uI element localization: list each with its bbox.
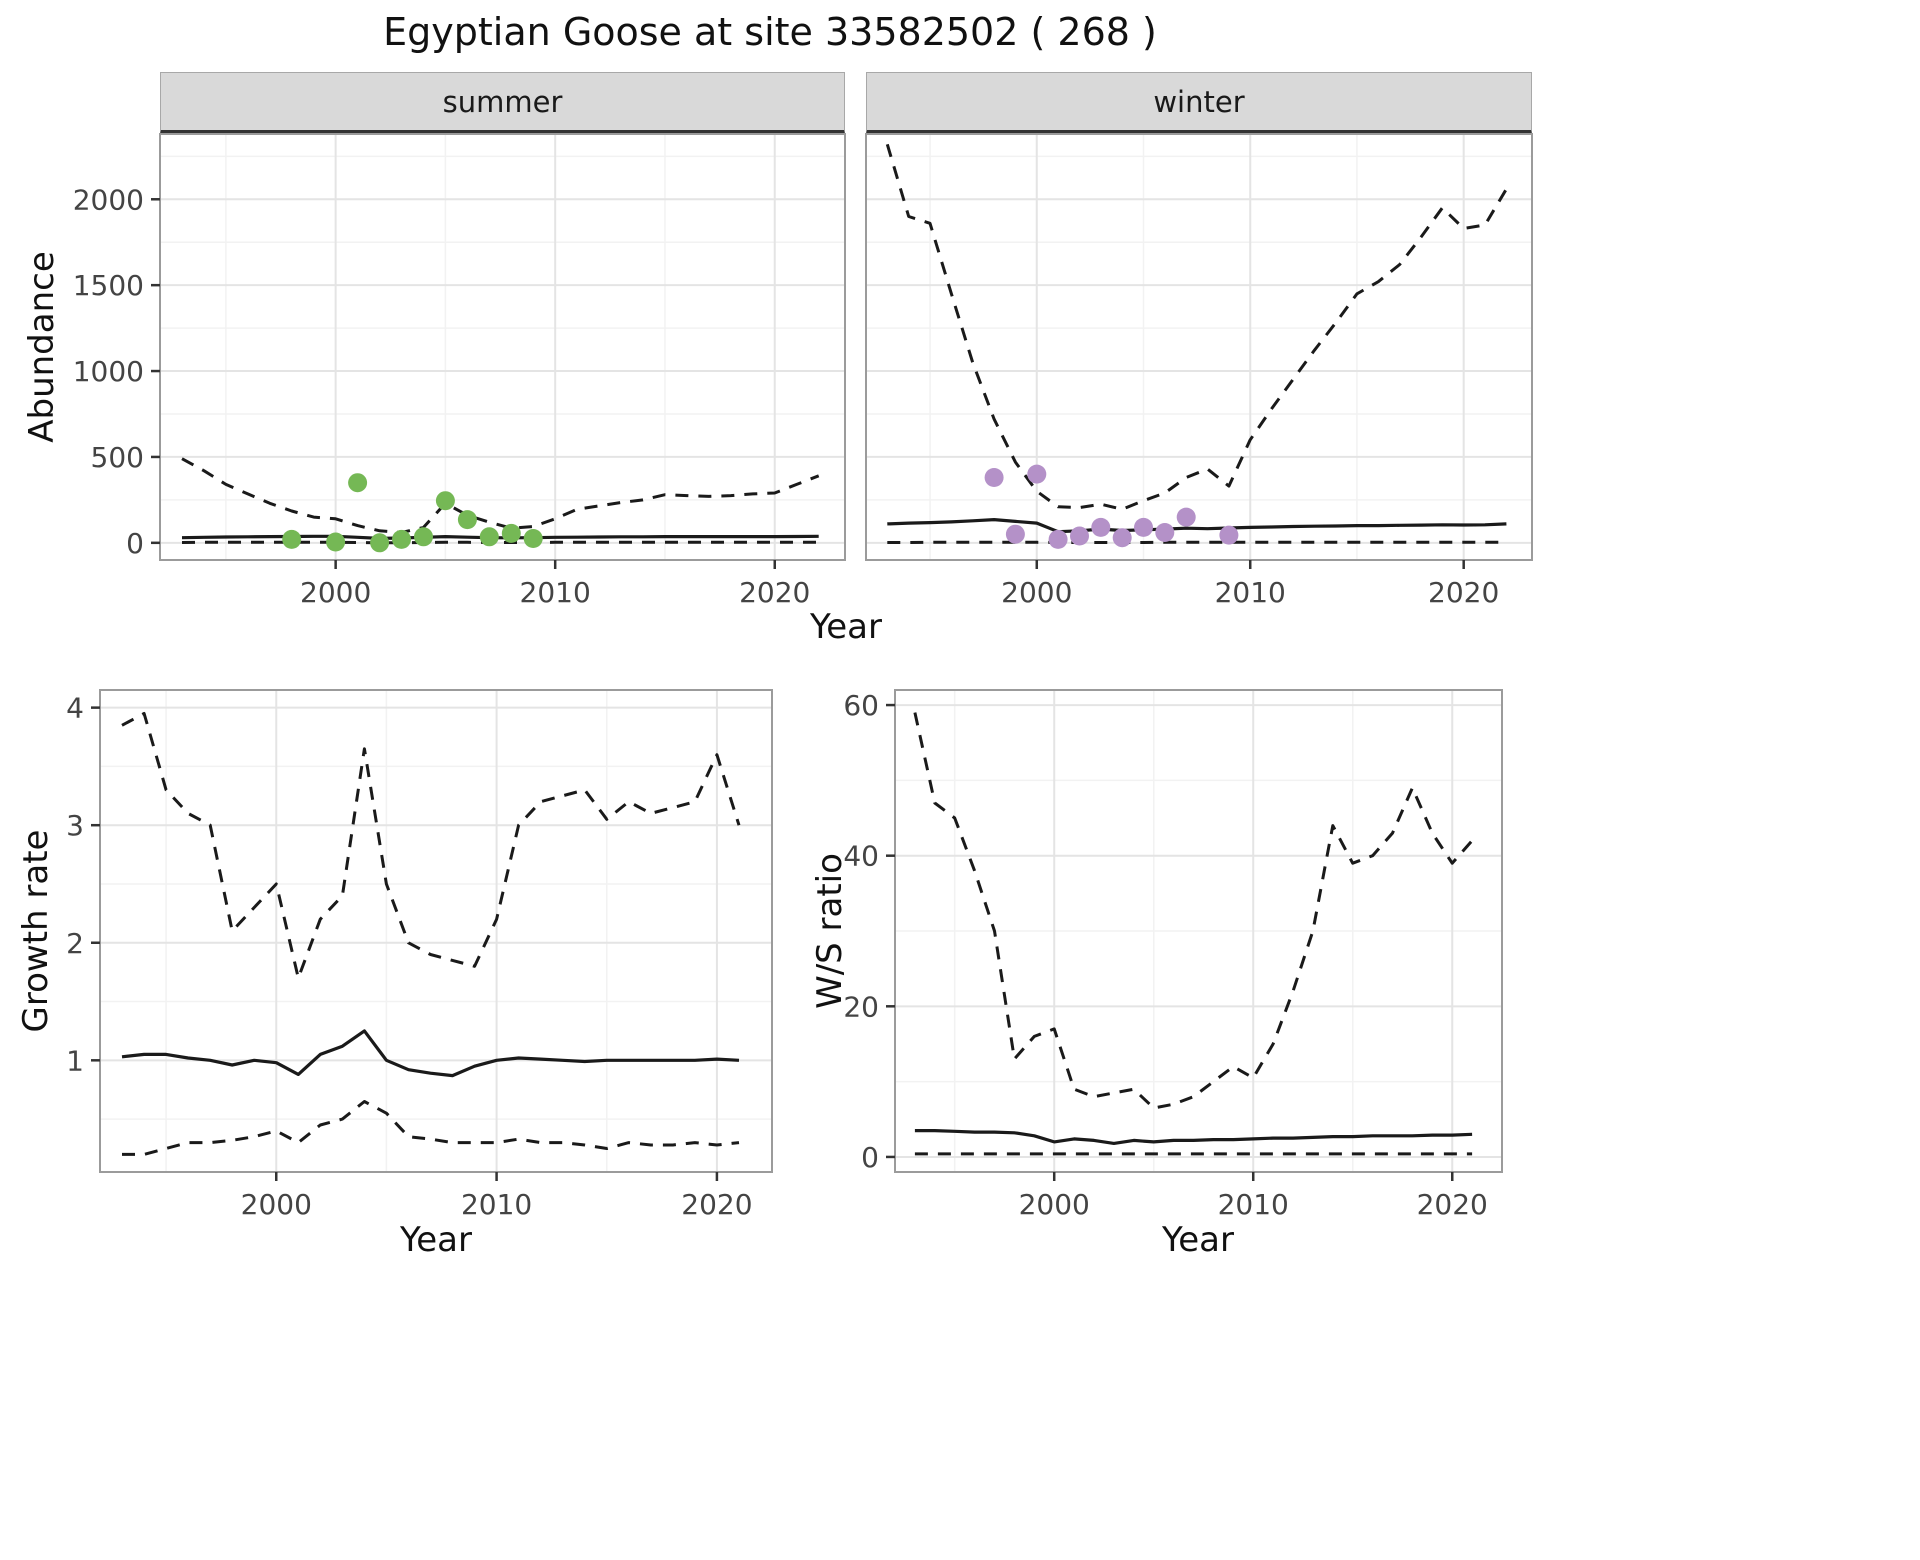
- series-upper_ci: [913, 712, 1474, 1110]
- x-tick-label: 2010: [1215, 576, 1286, 609]
- x-tick-label: 2010: [1218, 1188, 1289, 1221]
- x-tick-label: 2020: [681, 1188, 752, 1221]
- y-tick-label: 0: [861, 1141, 879, 1174]
- panel-background: [100, 690, 772, 1172]
- abundance-panel-winter: 2000 2010 2020: [865, 133, 1533, 609]
- data-point: [479, 527, 499, 547]
- y-tick-label: 3: [66, 809, 84, 842]
- panel-border: [159, 133, 846, 561]
- x-tick-label: 2000: [1019, 1188, 1090, 1221]
- data-point: [984, 468, 1004, 487]
- data-point: [435, 491, 455, 511]
- y-tick-label: 40: [843, 840, 879, 873]
- panel-background: [866, 134, 1532, 560]
- abundance-panel-summer: 2000 2010 2020 0 500 1000 1500 2000: [73, 133, 846, 609]
- y-tick-label: 0: [126, 527, 144, 560]
- series-upper_ci: [885, 143, 1508, 511]
- growth-rate-panel: 2000 2010 2020 1 2 3 4: [66, 689, 773, 1221]
- panel-border: [99, 689, 773, 1173]
- data-point: [1091, 517, 1111, 537]
- facet-label-winter: winter: [1153, 84, 1245, 119]
- data-point: [1155, 523, 1175, 542]
- chart-title: Egyptian Goose at site 33582502 ( 268 ): [383, 10, 1157, 54]
- y-tick-label: 2: [66, 927, 84, 960]
- y-tick-label: 500: [91, 441, 144, 474]
- y-tick-label: 1000: [73, 355, 144, 388]
- facet-strip-summer: summer: [160, 72, 845, 134]
- y-tick-label: 60: [843, 689, 879, 722]
- ws-ratio-panel: 2000 2010 2020 0 20 40 60: [843, 689, 1503, 1221]
- data-point: [1219, 525, 1239, 545]
- facet-label-summer: summer: [442, 84, 563, 119]
- y-tick-label: 4: [66, 692, 84, 725]
- x-tick-label: 2010: [520, 576, 591, 609]
- y-tick-label: 1: [66, 1044, 84, 1077]
- panel-background: [160, 134, 845, 560]
- series-upper_ci: [181, 457, 820, 534]
- data-point: [1134, 517, 1153, 537]
- data-point: [1005, 524, 1025, 544]
- data-point: [392, 529, 411, 549]
- data-point: [348, 473, 368, 493]
- x-tick-label: 2000: [300, 576, 371, 609]
- data-point: [370, 533, 390, 553]
- data-point: [1112, 528, 1132, 548]
- data-point: [282, 529, 302, 549]
- series-lower_ci: [122, 1100, 740, 1156]
- data-point: [457, 510, 477, 530]
- x-tick-label: 2000: [1001, 576, 1072, 609]
- series-median: [121, 1029, 740, 1078]
- abundance-y-axis-title: Abundance: [22, 251, 62, 443]
- data-point: [1027, 464, 1047, 484]
- data-point: [1048, 529, 1068, 549]
- ws-ratio-x-axis-title: Year: [1162, 1220, 1234, 1260]
- series-median: [914, 1128, 1473, 1146]
- growth-rate-x-axis-title: Year: [400, 1220, 472, 1260]
- panel-border: [894, 689, 1503, 1173]
- data-point: [1070, 526, 1089, 546]
- growth-rate-y-axis-title: Growth rate: [16, 829, 56, 1033]
- data-point: [326, 532, 346, 552]
- facet-strip-winter: winter: [866, 72, 1532, 134]
- data-point: [414, 527, 433, 547]
- y-tick-label: 1500: [73, 269, 144, 302]
- series-upper_ci: [121, 712, 741, 980]
- x-tick-label: 2000: [241, 1188, 312, 1221]
- x-tick-label: 2020: [739, 576, 810, 609]
- panel-border: [865, 133, 1533, 561]
- abundance-x-axis-title: Year: [810, 607, 882, 647]
- y-tick-label: 2000: [73, 183, 144, 216]
- y-tick-label: 20: [843, 990, 879, 1023]
- x-tick-label: 2010: [461, 1188, 532, 1221]
- data-point: [501, 523, 521, 543]
- ws-ratio-y-axis-title: W/S ratio: [810, 853, 850, 1009]
- series-median: [887, 517, 1507, 534]
- data-point: [1176, 507, 1196, 527]
- x-tick-label: 2020: [1417, 1188, 1488, 1221]
- series-median: [181, 534, 819, 541]
- x-tick-label: 2020: [1428, 576, 1499, 609]
- data-point: [523, 529, 543, 548]
